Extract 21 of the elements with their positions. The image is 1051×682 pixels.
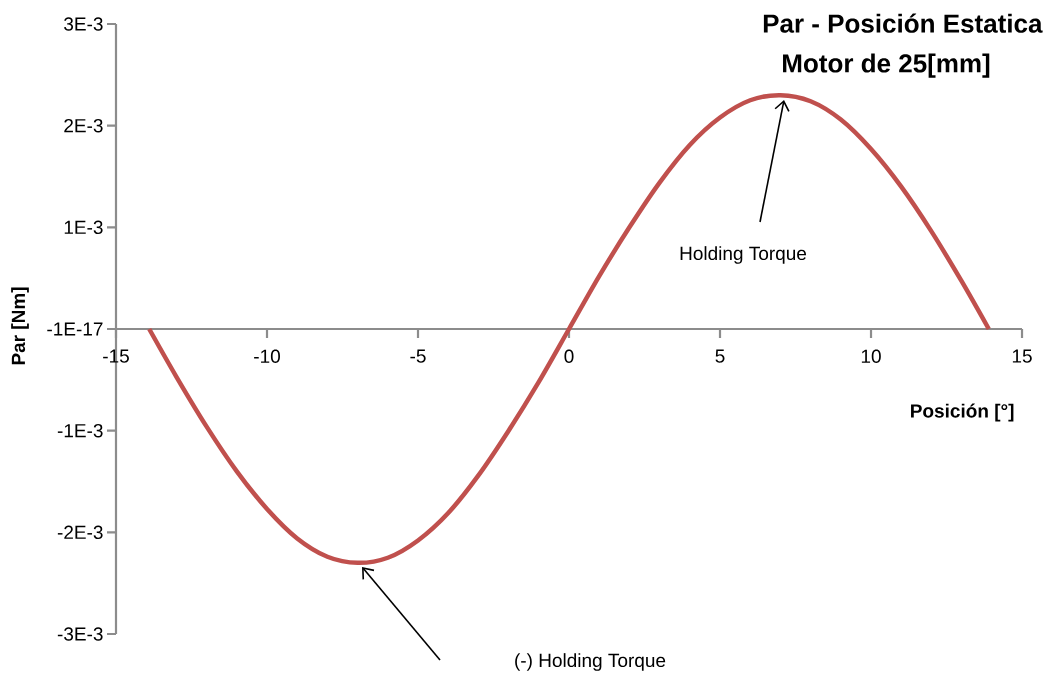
annotation: Holding Torque xyxy=(680,246,807,264)
chart-title: Par - Posición Estatica xyxy=(763,13,1043,33)
text: (-) Holding Torque xyxy=(515,653,666,671)
line-series xyxy=(146,92,992,566)
y-tick-label: -2E-3 xyxy=(57,525,103,540)
y-tick-label: 3E-3 xyxy=(64,17,103,31)
x-tick-label: 0 xyxy=(564,349,574,363)
y-tick-label: -1E-3 xyxy=(57,423,103,438)
x-tick-label: 5 xyxy=(715,349,725,363)
y-tick-label: 1E-3 xyxy=(64,220,103,235)
x-tick-label: 10 xyxy=(861,349,881,363)
text: Motor de 25[mm] xyxy=(783,53,990,78)
y-tick-label: -1E-17 xyxy=(47,322,103,336)
x-axis-title: Posición [°] xyxy=(911,403,1014,422)
x-tick-label: -10 xyxy=(254,349,280,363)
y-tick-label: -3E-3 xyxy=(57,627,103,641)
y-tick-label: 2E-3 xyxy=(64,118,103,133)
x-tick-label: -5 xyxy=(410,349,426,363)
x-tick-label: -15 xyxy=(103,349,129,363)
y-axis-title: Par [Nm] xyxy=(11,287,29,365)
x-tick-label: 15 xyxy=(1012,349,1032,363)
